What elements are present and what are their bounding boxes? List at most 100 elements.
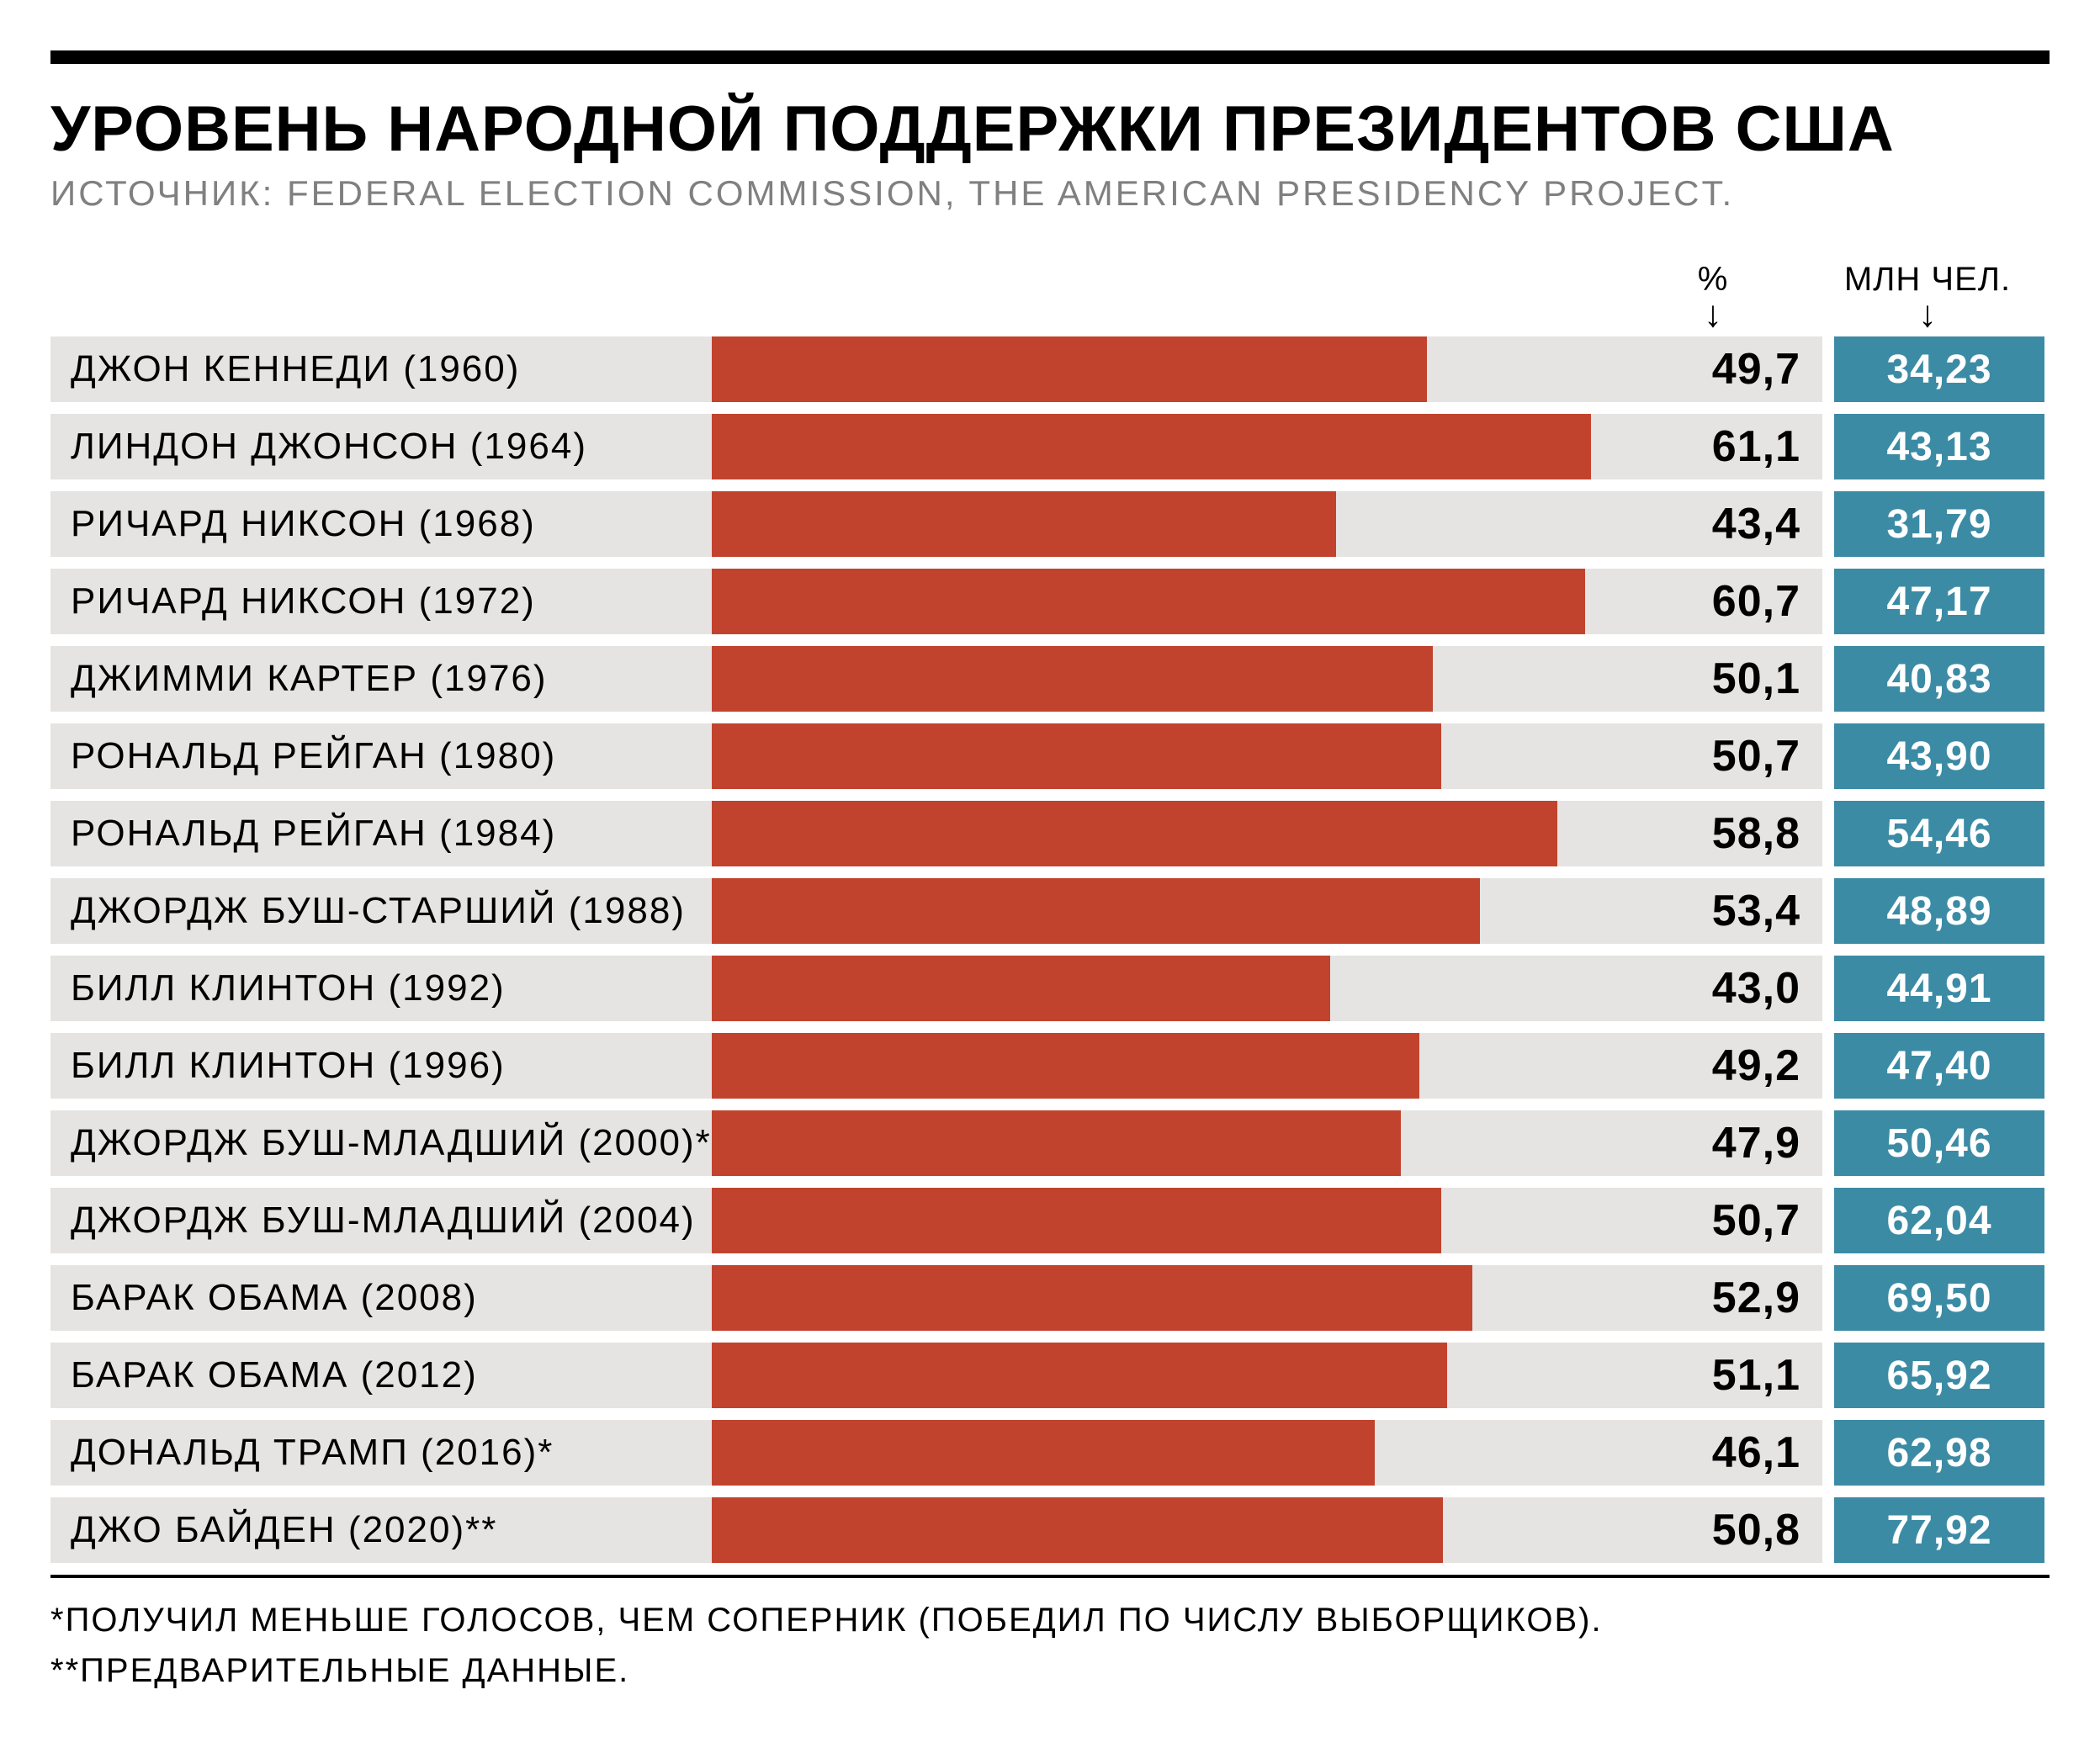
- bar-track: [712, 1265, 1604, 1331]
- header-million-label: МЛН ЧЕЛ.: [1822, 261, 2033, 298]
- table-row: РОНАЛЬД РЕЙГАН (1984)58,854,46: [50, 801, 2050, 866]
- president-name: ЛИНДОН ДЖОНСОН (1964): [50, 414, 712, 479]
- gap-spacer: [1822, 1110, 1834, 1176]
- million-value: 62,98: [1834, 1420, 2044, 1486]
- percent-value: 60,7: [1604, 569, 1822, 634]
- million-value: 47,40: [1834, 1033, 2044, 1099]
- million-value: 43,13: [1834, 414, 2044, 479]
- million-value: 48,89: [1834, 878, 2044, 944]
- president-name: ДЖОРДЖ БУШ-СТАРШИЙ (1988): [50, 878, 712, 944]
- million-value: 43,90: [1834, 723, 2044, 789]
- gap-spacer: [1822, 1497, 1834, 1563]
- column-headers: % ↓ МЛН ЧЕЛ. ↓: [50, 256, 2050, 331]
- percent-value: 49,2: [1604, 1033, 1822, 1099]
- president-name: БАРАК ОБАМА (2008): [50, 1265, 712, 1331]
- bar-fill: [712, 878, 1480, 944]
- bar-fill: [712, 1033, 1419, 1099]
- percent-value: 50,8: [1604, 1497, 1822, 1563]
- percent-value: 51,1: [1604, 1343, 1822, 1408]
- president-name: ДЖО БАЙДЕН (2020)**: [50, 1497, 712, 1563]
- million-value: 69,50: [1834, 1265, 2044, 1331]
- header-percent: % ↓: [1604, 261, 1822, 331]
- bar-track: [712, 414, 1604, 479]
- bar-track: [712, 956, 1604, 1021]
- president-name: ДЖИММИ КАРТЕР (1976): [50, 646, 712, 712]
- president-name: ДОНАЛЬД ТРАМП (2016)*: [50, 1420, 712, 1486]
- table-row: РОНАЛЬД РЕЙГАН (1980) 50,743,90: [50, 723, 2050, 789]
- president-name: РОНАЛЬД РЕЙГАН (1980): [50, 723, 712, 789]
- percent-value: 47,9: [1604, 1110, 1822, 1176]
- percent-value: 58,8: [1604, 801, 1822, 866]
- bottom-rule: [50, 1575, 2050, 1578]
- bar-fill: [712, 491, 1336, 557]
- million-value: 47,17: [1834, 569, 2044, 634]
- bar-track: [712, 491, 1604, 557]
- arrow-down-icon: ↓: [1822, 298, 2033, 331]
- page-title: УРОВЕНЬ НАРОДНОЙ ПОДДЕРЖКИ ПРЕЗИДЕНТОВ С…: [50, 98, 2050, 162]
- president-name: РОНАЛЬД РЕЙГАН (1984): [50, 801, 712, 866]
- president-name: ДЖОН КЕННЕДИ (1960): [50, 336, 712, 402]
- bar-fill: [712, 336, 1427, 402]
- footnote: *ПОЛУЧИЛ МЕНЬШЕ ГОЛОСОВ, ЧЕМ СОПЕРНИК (П…: [50, 1595, 2050, 1696]
- table-row: БИЛЛ КЛИНТОН (1996)49,247,40: [50, 1033, 2050, 1099]
- bar-track: [712, 1497, 1604, 1563]
- bar-track: [712, 1420, 1604, 1486]
- president-name: БАРАК ОБАМА (2012): [50, 1343, 712, 1408]
- header-million: МЛН ЧЕЛ. ↓: [1822, 261, 2033, 331]
- bar-fill: [712, 646, 1433, 712]
- table-row: ДЖОРДЖ БУШ-СТАРШИЙ (1988) 53,448,89: [50, 878, 2050, 944]
- gap-spacer: [1822, 1265, 1834, 1331]
- president-name: БИЛЛ КЛИНТОН (1992): [50, 956, 712, 1021]
- gap-spacer: [1822, 1420, 1834, 1486]
- infographic-page: УРОВЕНЬ НАРОДНОЙ ПОДДЕРЖКИ ПРЕЗИДЕНТОВ С…: [0, 0, 2100, 1748]
- bar-fill: [712, 1343, 1447, 1408]
- bar-fill: [712, 1110, 1401, 1176]
- table-row: РИЧАРД НИКСОН (1968)43,431,79: [50, 491, 2050, 557]
- bar-track: [712, 569, 1604, 634]
- gap-spacer: [1822, 801, 1834, 866]
- table-row: ДЖО БАЙДЕН (2020)** 50,877,92: [50, 1497, 2050, 1563]
- gap-spacer: [1822, 956, 1834, 1021]
- million-value: 65,92: [1834, 1343, 2044, 1408]
- president-name: РИЧАРД НИКСОН (1968): [50, 491, 712, 557]
- gap-spacer: [1822, 646, 1834, 712]
- million-value: 31,79: [1834, 491, 2044, 557]
- bar-track: [712, 1033, 1604, 1099]
- gap-spacer: [1822, 878, 1834, 944]
- bar-fill: [712, 1188, 1441, 1253]
- bar-fill: [712, 414, 1591, 479]
- percent-value: 49,7: [1604, 336, 1822, 402]
- table-row: БАРАК ОБАМА (2008)52,969,50: [50, 1265, 2050, 1331]
- bar-fill: [712, 569, 1585, 634]
- header-percent-label: %: [1604, 261, 1822, 298]
- bar-fill: [712, 1265, 1472, 1331]
- million-value: 77,92: [1834, 1497, 2044, 1563]
- million-value: 40,83: [1834, 646, 2044, 712]
- percent-value: 50,7: [1604, 723, 1822, 789]
- gap-spacer: [1822, 569, 1834, 634]
- president-name: РИЧАРД НИКСОН (1972): [50, 569, 712, 634]
- gap-spacer: [1822, 414, 1834, 479]
- million-value: 34,23: [1834, 336, 2044, 402]
- table-row: ДЖИММИ КАРТЕР (1976)50,140,83: [50, 646, 2050, 712]
- table-row: ДЖОРДЖ БУШ-МЛАДШИЙ (2000)*47,950,46: [50, 1110, 2050, 1176]
- arrow-down-icon: ↓: [1604, 298, 1822, 331]
- gap-spacer: [1822, 491, 1834, 557]
- gap-spacer: [1822, 336, 1834, 402]
- million-value: 50,46: [1834, 1110, 2044, 1176]
- percent-value: 46,1: [1604, 1420, 1822, 1486]
- table-row: РИЧАРД НИКСОН (1972) 60,747,17: [50, 569, 2050, 634]
- gap-spacer: [1822, 1343, 1834, 1408]
- president-name: ДЖОРДЖ БУШ-МЛАДШИЙ (2004): [50, 1188, 712, 1253]
- percent-value: 53,4: [1604, 878, 1822, 944]
- table-row: БАРАК ОБАМА (2012) 51,165,92: [50, 1343, 2050, 1408]
- bar-fill: [712, 801, 1557, 866]
- bar-fill: [712, 1497, 1443, 1563]
- gap-spacer: [1822, 723, 1834, 789]
- table-row: ДЖОН КЕННЕДИ (1960) 49,734,23: [50, 336, 2050, 402]
- top-rule: [50, 50, 2050, 64]
- percent-value: 43,0: [1604, 956, 1822, 1021]
- percent-value: 61,1: [1604, 414, 1822, 479]
- table-row: ДЖОРДЖ БУШ-МЛАДШИЙ (2004)50,762,04: [50, 1188, 2050, 1253]
- gap-spacer: [1822, 1033, 1834, 1099]
